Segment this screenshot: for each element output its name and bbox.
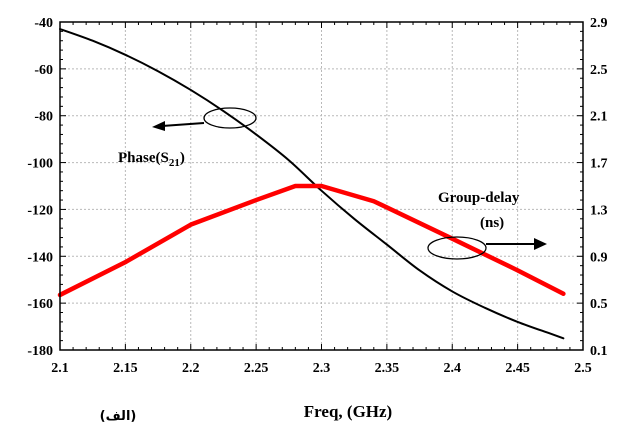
y-left-tick-label: -140 xyxy=(27,250,53,265)
y-right-tick-labels: 2.9 2.5 2.1 1.7 1.3 0.9 0.5 0.1 xyxy=(590,16,608,359)
x-tick-labels: 2.1 2.15 2.2 2.25 2.3 2.35 2.4 2.45 2.5 xyxy=(51,361,592,376)
y-right-tick-label: 1.3 xyxy=(590,203,608,218)
series-layer xyxy=(57,28,566,340)
x-tick-label: 2.1 xyxy=(51,361,69,376)
group-delay-annotation-line1: Group-delay xyxy=(438,190,520,206)
group-delay-annotation-ellipse xyxy=(427,236,487,260)
y-right-tick-label: 2.9 xyxy=(590,16,608,31)
x-tick-label: 2.3 xyxy=(313,361,331,376)
y-right-tick-label: 0.1 xyxy=(590,344,608,359)
y-left-tick-label: -80 xyxy=(34,110,53,125)
phase-annotation-arrow-head xyxy=(152,121,165,131)
x-tick-label: 2.4 xyxy=(444,361,462,376)
x-tick-label: 2.2 xyxy=(182,361,200,376)
x-tick-label: 2.35 xyxy=(375,361,400,376)
y-left-tick-label: -100 xyxy=(27,157,53,172)
x-axis-label: Freq, (GHz) xyxy=(304,402,392,421)
y-right-tick-label: 2.5 xyxy=(590,63,608,78)
y-left-tick-label: -180 xyxy=(27,344,53,359)
group-delay-annotation-line2: (ns) xyxy=(480,215,504,231)
y-right-tick-label: 1.7 xyxy=(590,157,608,172)
y-left-tick-label: -40 xyxy=(34,16,53,31)
group-delay-annotation-arrow-head xyxy=(534,238,547,250)
phase-annotation-label: Phase(S21) xyxy=(118,150,185,169)
group-delay-annotation: Group-delay (ns) xyxy=(427,190,547,260)
phase-annotation: Phase(S21) xyxy=(118,107,257,169)
phase-annotation-ellipse xyxy=(203,107,257,129)
phase-s21-line xyxy=(59,28,565,340)
y-left-tick-labels: -40 -60 -80 -100 -120 -140 -160 -180 xyxy=(27,16,53,359)
y-left-tick-label: -120 xyxy=(27,203,53,218)
group-delay-line xyxy=(57,183,566,298)
figure-caption: (الف) xyxy=(100,409,137,424)
y-left-tick-label: -60 xyxy=(34,63,53,78)
y-right-tick-label: 2.1 xyxy=(590,110,608,125)
x-tick-label: 2.25 xyxy=(244,361,269,376)
plot-frame xyxy=(59,21,584,351)
x-tick-label: 2.5 xyxy=(574,361,592,376)
x-tick-label: 2.15 xyxy=(113,361,138,376)
y-right-tick-label: 0.9 xyxy=(590,250,608,265)
y-right-tick-label: 0.5 xyxy=(590,297,608,312)
phase-annotation-arrow-line xyxy=(161,122,205,127)
x-tick-label: 2.45 xyxy=(505,361,530,376)
y-left-tick-label: -160 xyxy=(27,297,53,312)
